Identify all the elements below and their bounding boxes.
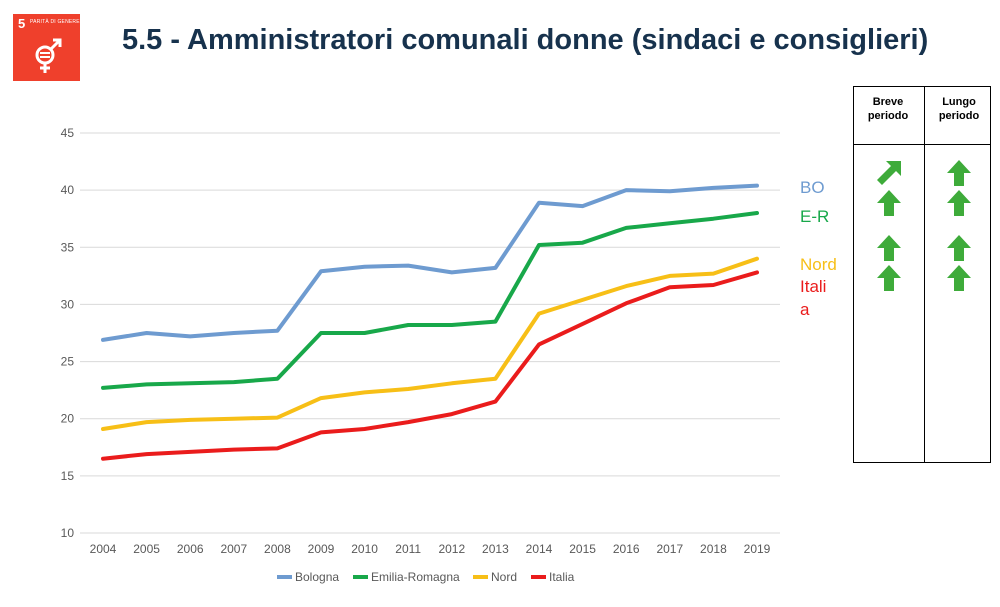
y-tick-label: 30 (61, 297, 75, 311)
y-tick-label: 25 (61, 355, 75, 369)
header-breve-line2: periodo (867, 110, 909, 122)
sdg-goal-label: PARITÀ DI GENERE (30, 19, 80, 25)
arrow-up-icon (876, 234, 902, 262)
arrow-up-icon (946, 264, 972, 292)
legend-label-bologna: Bologna (295, 570, 339, 584)
header-lungo-line1: Lungo (942, 96, 976, 108)
table-column-divider (924, 87, 925, 462)
x-tick-label: 2011 (395, 542, 421, 556)
x-tick-label: 2009 (308, 542, 335, 556)
x-tick-label: 2012 (438, 542, 465, 556)
arrow-up-icon (876, 189, 902, 217)
y-tick-label: 45 (61, 126, 75, 140)
side-label-nord: Nord (800, 255, 837, 274)
side-label-italia-line1: Itali (800, 277, 827, 296)
sdg-goal-badge: 5 PARITÀ DI GENERE (13, 14, 80, 81)
sdg-goal-number: 5 (18, 16, 26, 31)
header-lungo-line2: periodo (938, 110, 980, 122)
side-label-er: E-R (800, 207, 830, 226)
series-line-italia (101, 270, 759, 461)
x-tick-label: 2006 (177, 542, 204, 556)
side-label-bo: BO (800, 178, 825, 197)
x-tick-label: 2013 (482, 542, 509, 556)
x-tick-label: 2007 (220, 542, 247, 556)
x-tick-label: 2015 (569, 542, 596, 556)
x-tick-label: 2016 (613, 542, 640, 556)
y-tick-label: 40 (61, 183, 75, 197)
y-tick-label: 35 (61, 240, 75, 254)
gender-equality-icon (35, 38, 62, 73)
page-title: 5.5 - Amministratori comunali donne (sin… (122, 24, 929, 56)
legend-label-emilia-romagna: Emilia-Romagna (371, 570, 460, 584)
x-tick-label: 2008 (264, 542, 291, 556)
x-tick-label: 2019 (744, 542, 771, 556)
header-lungo-periodo: Lungo periodo (925, 95, 993, 123)
arrow-up-icon (946, 189, 972, 217)
y-tick-label: 10 (61, 526, 75, 540)
header-breve-periodo: Breve periodo (854, 95, 922, 123)
side-label-italia-line2: a (800, 300, 810, 319)
arrow-up-icon (876, 264, 902, 292)
legend-label-italia: Italia (549, 570, 575, 584)
table-header-divider (854, 144, 990, 145)
series-line-bologna (101, 183, 759, 342)
legend-label-nord: Nord (491, 570, 517, 584)
y-tick-label: 15 (61, 469, 75, 483)
arrow-up-right-icon (876, 159, 902, 187)
x-tick-label: 2004 (90, 542, 117, 556)
trend-table: Breve periodo Lungo periodo (853, 86, 991, 463)
x-tick-label: 2005 (133, 542, 160, 556)
header-breve-line1: Breve (872, 96, 904, 108)
x-tick-label: 2018 (700, 542, 727, 556)
y-tick-label: 20 (61, 412, 75, 426)
line-chart: 10 15 20 25 30 35 40 45 2004 2005 2006 2007 2008 200… (61, 126, 780, 584)
series-line-nord (101, 256, 759, 431)
series-line-emilia-romagna (101, 211, 759, 390)
x-tick-label: 2010 (351, 542, 378, 556)
x-tick-label: 2014 (526, 542, 553, 556)
arrow-up-icon (946, 234, 972, 262)
x-tick-label: 2017 (656, 542, 683, 556)
arrow-up-icon (946, 159, 972, 187)
